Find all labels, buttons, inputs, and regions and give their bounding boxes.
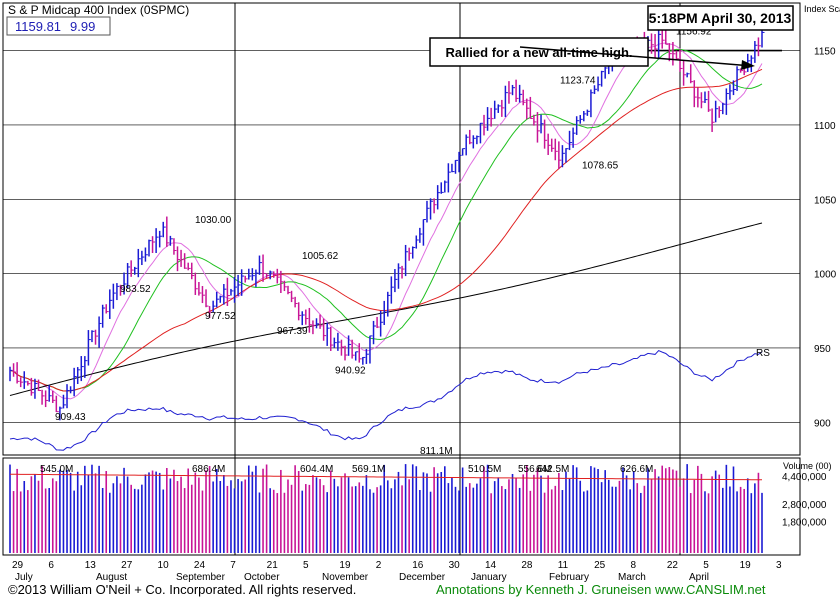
day-tick-label: 21 [267,560,279,571]
month-label: July [15,572,33,583]
timestamp: 5:18PM April 30, 2013 [649,10,792,26]
price-box [6,16,111,36]
day-tick-label: 19 [740,560,752,571]
price-annotation: 1156.92 [676,26,712,37]
callout-box [429,37,649,67]
volume-tick-label: 1,800,000 [782,518,827,529]
price-panel [2,2,801,456]
price-annotation: 967.39 [277,326,308,337]
price-tick-label: 900 [814,418,831,429]
day-tick-label: 13 [85,560,97,571]
volume-annotation: 556.6M [518,464,551,475]
chart-title: S & P Midcap 400 Index (0SPMC) [8,3,189,17]
arrowhead-icon [741,60,755,70]
volume-annotation: 510.5M [468,464,501,475]
price-tick-label: 1000 [814,270,837,281]
day-tick-label: 7 [230,560,236,571]
day-tick-label: 16 [412,560,424,571]
volume-annotation: 811.1M [420,446,453,457]
price-change: 9.99 [70,19,95,34]
day-tick-label: 25 [594,560,606,571]
day-tick-label: 22 [667,560,679,571]
volume-ma-line [9,473,763,481]
day-tick-label: 6 [48,560,54,571]
day-tick-label: 29 [12,560,24,571]
volume-tick-label: 4,400,000 [782,472,827,483]
callout-text: Rallied for a new all-time high. [445,45,632,60]
volume-annotation: 604.4M [300,464,333,475]
month-label: February [549,572,589,583]
price-annotation: 1123.74 [560,76,596,87]
price-tick-label: 950 [814,344,831,355]
price-tick-label: 1050 [814,195,837,206]
month-label: August [96,572,127,583]
day-tick-label: 3 [776,560,782,571]
volume-annotation: 626.6M [620,464,653,475]
volume-annotation: 545.0M [40,464,73,475]
last-price: 1159.81 [15,19,61,34]
annotation-credit: Annotations by Kenneth J. Gruneisen www.… [436,582,766,597]
month-label: March [618,572,646,583]
volume-annotation: 642.5M [536,464,569,475]
volume-tick-label: 2,800,000 [782,500,827,511]
month-label: April [689,572,709,583]
day-tick-label: 27 [121,560,133,571]
day-tick-label: 5 [303,560,309,571]
price-annotation: 1005.62 [302,251,339,262]
price-annotation: 909.43 [55,412,86,423]
price-tick-label: 1150 [814,47,836,58]
price-annotation: 1030.00 [195,215,232,226]
price-annotation: 940.92 [335,365,366,376]
month-label: November [322,572,369,583]
rs-line [9,349,763,451]
month-label: September [176,572,226,583]
price-axis-title: Index Scale [804,4,840,14]
month-label: October [244,572,280,583]
volume-axis-title: Volume (00) [783,461,832,471]
day-tick-label: 11 [558,560,569,571]
volume-annotation: 686.4M [192,464,225,475]
day-tick-label: 5 [703,560,709,571]
ma21-line [9,48,763,392]
day-tick-label: 8 [630,560,636,571]
ma50-line [9,68,763,392]
price-annotation: 977.52 [205,311,236,322]
copyright: ©2013 William O'Neil + Co. Incorporated.… [8,582,356,597]
day-tick-label: 10 [158,560,170,571]
day-tick-label: 14 [485,560,497,571]
day-tick-label: 24 [194,560,206,571]
timestamp-box [647,5,794,31]
price-tick-label: 1100 [814,121,836,132]
month-label: December [399,572,446,583]
day-tick-label: 2 [376,560,382,571]
volume-annotation: 569.1M [352,464,385,475]
price-annotation: 1078.65 [582,161,619,172]
price-annotation: 983.52 [120,284,151,295]
day-tick-label: 30 [449,560,461,571]
day-tick-label: 19 [339,560,351,571]
callout-arrow [519,46,753,67]
month-label: January [471,572,507,583]
day-tick-label: 28 [521,560,533,571]
rs-label: RS [756,348,770,359]
